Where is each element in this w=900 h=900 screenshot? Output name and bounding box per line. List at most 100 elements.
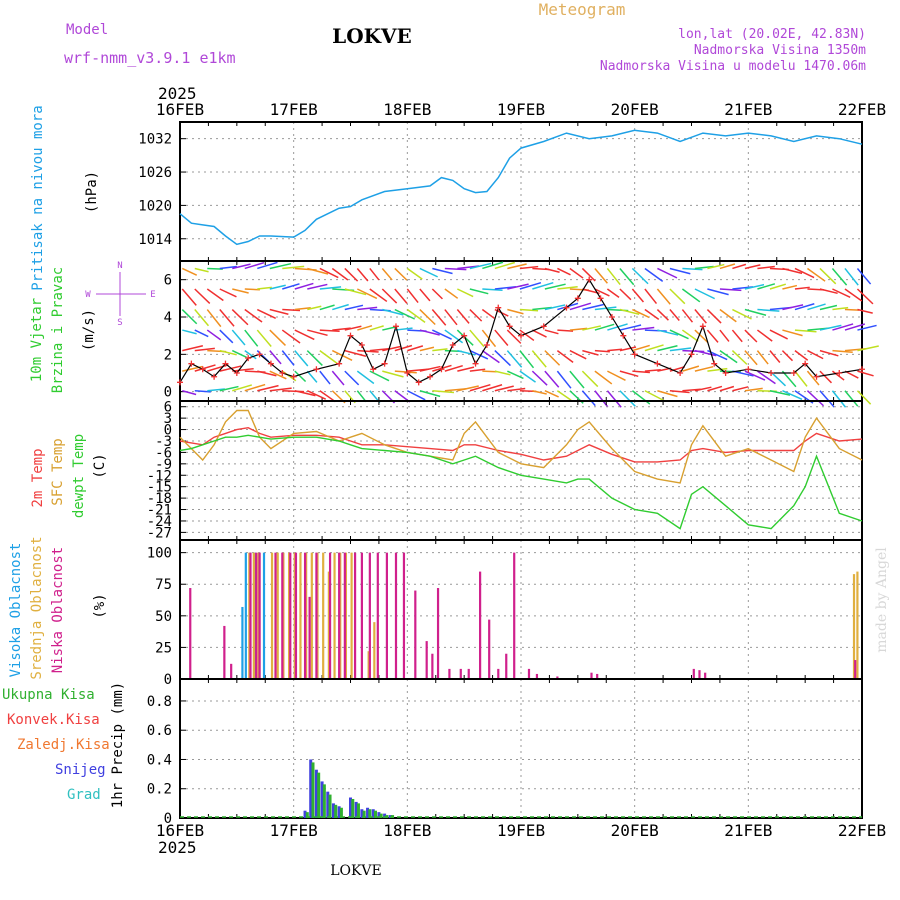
wind-arrow	[606, 268, 621, 286]
wind-arrow	[719, 308, 737, 323]
wind-arrow	[681, 329, 699, 342]
precip-bar	[331, 803, 335, 818]
compass-s: S	[117, 318, 122, 328]
top-time-axis: 16FEB 17FEB 18FEB 19FEB 20FEB 21FEB 22FEB	[156, 100, 886, 119]
precip-bar	[371, 809, 375, 818]
wind-gust-marker	[370, 366, 377, 373]
precip-bar	[366, 807, 370, 818]
wind-arrow	[257, 286, 272, 290]
precip-frame	[179, 678, 863, 819]
temp-dew-label: dewpt Temp	[71, 434, 87, 518]
wind-arrow	[219, 265, 237, 270]
precip-bar	[320, 781, 324, 818]
legend-conv-rain: Konvek.Kisa	[7, 712, 100, 728]
wind-gust-marker	[392, 323, 399, 330]
cloud-bar	[274, 552, 277, 679]
wind-arrow	[206, 329, 222, 341]
wind-arrow	[782, 284, 798, 290]
temp-ytick-label: -15	[147, 480, 172, 496]
wind-arrow	[707, 367, 728, 372]
wind-gust-marker	[836, 370, 843, 376]
station-title: LOKVE	[332, 24, 412, 48]
wind-arrow	[719, 385, 735, 392]
wind-arrow	[331, 370, 345, 386]
precip-bar	[351, 798, 355, 818]
wind-arrow	[469, 329, 485, 348]
precip-bar	[314, 769, 318, 818]
wind-ytick-label: 2	[164, 347, 172, 363]
wind-arrow	[794, 370, 808, 387]
wind-arrow	[819, 390, 835, 408]
wind-arrow	[432, 267, 453, 275]
wind-arrow	[756, 329, 773, 342]
wind-arrow	[231, 308, 249, 326]
wind-arrow	[744, 283, 765, 290]
wind-arrow	[506, 350, 523, 368]
wind-arrow	[757, 283, 776, 290]
wind-arrow	[256, 308, 277, 319]
wind-arrow	[369, 288, 388, 303]
wind-arrow	[582, 325, 601, 331]
wind-arrow	[206, 288, 224, 302]
wind-arrow	[556, 349, 574, 363]
wind-arrow	[807, 349, 824, 360]
wind-gust-marker	[415, 379, 422, 386]
wind-gust-marker	[290, 373, 297, 380]
cloud-bar	[223, 625, 226, 679]
wind-arrow	[344, 370, 360, 386]
wind-arrow	[594, 323, 615, 331]
cloud-bar	[376, 552, 379, 679]
wind-arrow	[707, 288, 729, 296]
cloud-bar	[527, 668, 531, 679]
wind-arrow	[519, 329, 535, 342]
bottom-date-label: 22FEB	[838, 821, 886, 840]
precip-bar	[339, 807, 343, 818]
wind-arrow	[407, 345, 424, 352]
wind-gust-marker	[381, 360, 388, 367]
pressure-ytick-label: 1020	[138, 198, 172, 214]
cloud-bar	[556, 676, 559, 679]
wind-arrow	[669, 389, 690, 394]
wind-arrow	[519, 370, 536, 383]
wind-gust-marker	[586, 276, 593, 283]
wind-arrow	[344, 267, 359, 282]
wind-arrow	[569, 349, 587, 360]
wind-arrow	[532, 281, 554, 290]
wind-gust-marker	[859, 366, 865, 373]
wind-arrow	[194, 347, 215, 352]
wind-arrow	[569, 327, 588, 331]
temp-frame	[179, 400, 863, 541]
temp-ytick-label: 0	[164, 423, 172, 439]
wind-arrow	[807, 267, 826, 282]
wind-gust-marker	[631, 351, 638, 358]
wind-arrow	[294, 307, 311, 311]
wind-arrow	[244, 383, 266, 392]
legend-snow: Snijeg	[55, 762, 106, 778]
wind-arrow	[557, 286, 578, 290]
wind-arrow	[544, 370, 560, 388]
wind-arrow	[419, 365, 441, 372]
pressure-ylabel: Pritisak na nivou mora	[30, 105, 46, 290]
wind-arrow	[481, 349, 500, 364]
wind-arrow	[182, 329, 197, 335]
cloud-bar	[244, 552, 247, 679]
wind-arrow	[306, 370, 318, 383]
wind-arrow	[757, 265, 775, 270]
wind-arrow	[394, 370, 417, 374]
wind-arrow	[782, 304, 804, 311]
wind-gust-marker	[768, 370, 775, 376]
wind-arrow	[232, 263, 251, 270]
wind-arrow	[406, 288, 419, 304]
cloud-bar	[425, 641, 428, 679]
cloud-bar	[255, 552, 258, 679]
wind-arrow	[732, 263, 747, 270]
wind-arrow	[806, 370, 820, 386]
wind-arrow	[307, 283, 328, 290]
wind-arrow	[644, 390, 665, 402]
wind-arrow	[682, 365, 700, 372]
top-date-label: 20FEB	[611, 100, 659, 119]
wind-gust-marker	[427, 373, 434, 380]
wind-arrow	[556, 370, 572, 389]
wind-arrow	[794, 303, 815, 311]
wind-arrow	[669, 267, 691, 275]
